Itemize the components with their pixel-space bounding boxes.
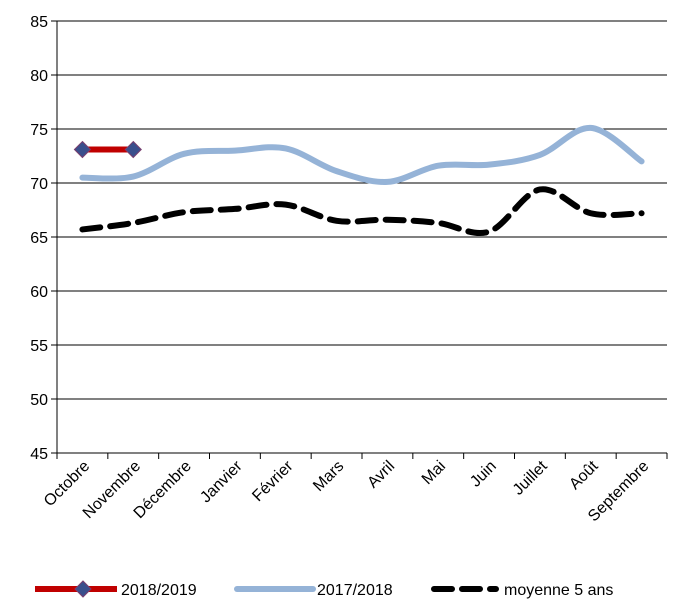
y-tick-label: 70: [30, 176, 48, 193]
y-tick-label: 45: [30, 446, 48, 463]
x-tick-label: Janvier: [197, 457, 246, 506]
gridlines: [57, 20, 667, 454]
series-line-2017-2018: [79, 124, 645, 185]
legend-item-moyenne-5-ans: moyenne 5 ans: [431, 582, 613, 599]
y-tick-label: 75: [30, 122, 48, 139]
x-tick-label: Avril: [364, 458, 398, 492]
x-tick-label: Juillet: [510, 457, 551, 498]
data-point-marker: [73, 140, 92, 159]
legend-marker: [74, 580, 92, 598]
y-tick-label: 80: [30, 68, 48, 85]
x-tick-label: Octobre: [41, 458, 93, 510]
x-tick-label: Mai: [419, 458, 449, 488]
legend-label: 2018/2019: [121, 582, 197, 599]
y-tick-labels: 45 50 55 60 65 70 75 80 85: [30, 14, 48, 463]
legend-label: 2017/2018: [317, 582, 393, 599]
x-tick-label: Février: [249, 457, 297, 505]
axes: [51, 20, 668, 459]
y-tick-label: 50: [30, 392, 48, 409]
legend-label: moyenne 5 ans: [504, 582, 613, 599]
y-tick-label: 60: [30, 284, 48, 301]
x-tick-label: Août: [566, 457, 602, 493]
x-tick-label: Mars: [310, 458, 347, 495]
series-line-moyenne-5-ans: [79, 186, 645, 236]
y-tick-label: 55: [30, 338, 48, 355]
y-tick-label: 65: [30, 230, 48, 247]
y-tick-label: 85: [30, 14, 48, 31]
x-tick-label: Juin: [467, 458, 500, 491]
series-lines: [73, 124, 645, 236]
data-point-marker: [124, 140, 142, 159]
legend-item-2018-2019: 2018/2019: [35, 580, 197, 599]
legend-item-2017-2018: 2017/2018: [234, 582, 393, 599]
legend: 2018/2019 2017/2018 moyenne 5 ans: [35, 580, 613, 599]
